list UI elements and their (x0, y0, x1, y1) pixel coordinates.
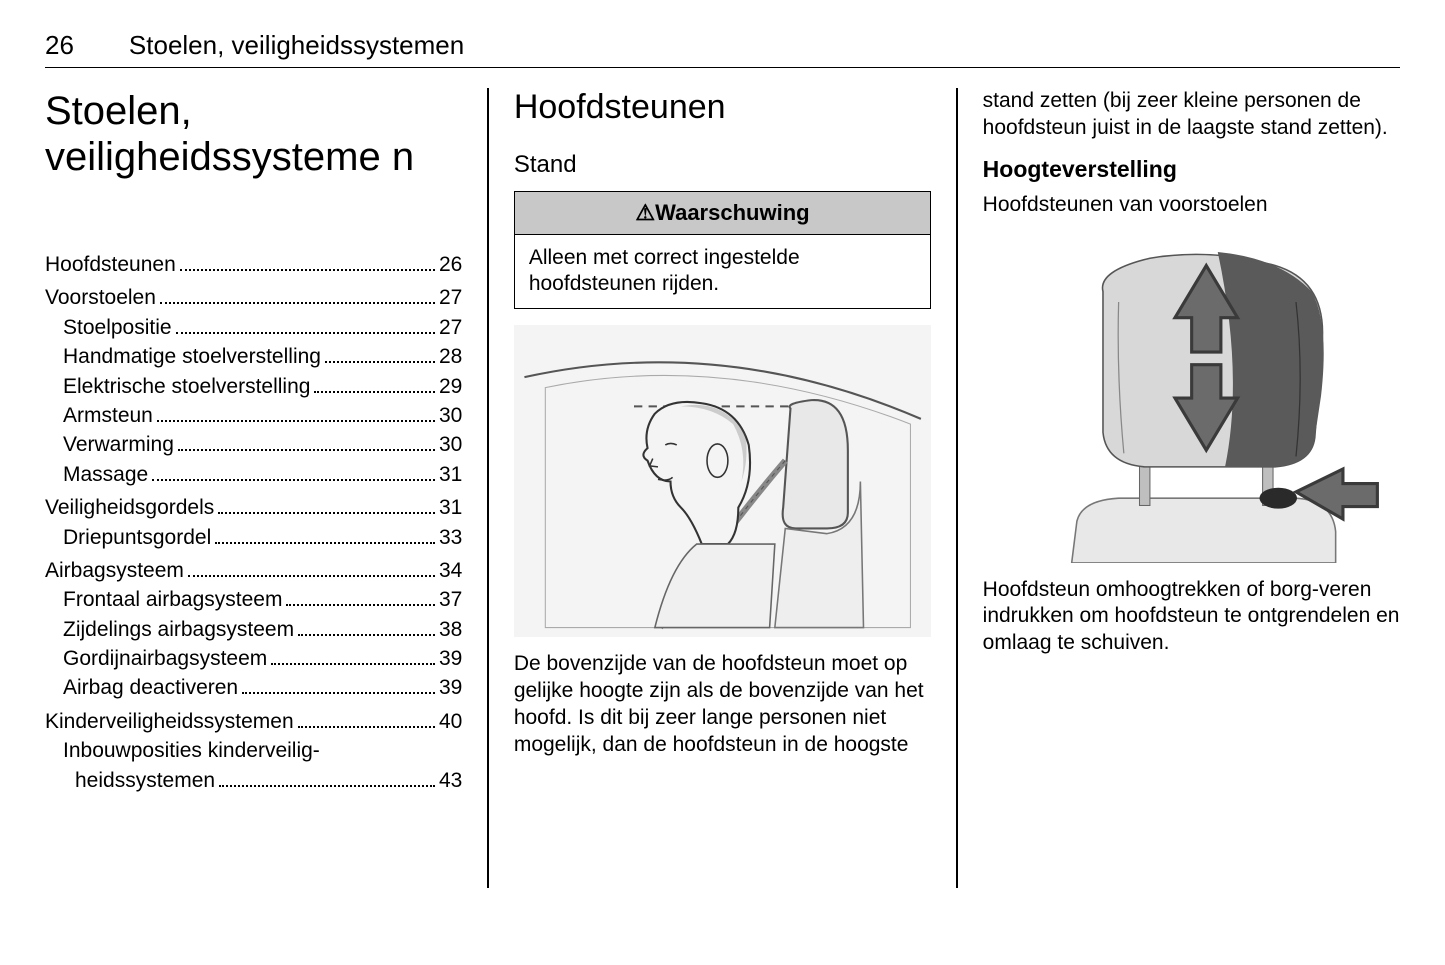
toc-leader-dots (176, 332, 435, 334)
toc-leader-dots (286, 604, 435, 606)
toc-label: heidssystemen (75, 766, 215, 795)
toc-page: 43 (439, 766, 462, 795)
body-text: stand zetten (bij zeer kleine personen d… (983, 88, 1400, 142)
toc-entry: Hoofdsteunen 26 (45, 250, 462, 279)
warning-box: ⚠Waarschuwing Alleen met correct ingeste… (514, 191, 931, 309)
toc-page: 31 (439, 493, 462, 522)
table-of-contents: Hoofdsteunen 26 Voorstoelen 27 Stoelpositie 2… (45, 250, 462, 736)
toc-label: Hoofdsteunen (45, 250, 176, 279)
warning-icon: ⚠ (635, 200, 655, 225)
toc-leader-dots (242, 692, 435, 694)
toc-page: 40 (439, 707, 462, 736)
toc-entry: Kinderveiligheidssystemen 40 (45, 707, 462, 736)
toc-page: 33 (439, 523, 462, 552)
column-divider (487, 88, 489, 888)
toc-page: 38 (439, 615, 462, 644)
toc-label: Verwarming (63, 430, 174, 459)
warning-body: Alleen met correct ingestelde hoofdsteun… (515, 235, 930, 308)
toc-page: 28 (439, 342, 462, 371)
chapter-title: Stoelen, veiligheidssystemen (129, 30, 464, 61)
figure-headrest-position (514, 325, 931, 638)
toc-leader-dots (325, 361, 435, 363)
toc-leader-dots (180, 269, 435, 271)
toc-entry: Driepuntsgordel 33 (45, 523, 462, 552)
main-title: Stoelen, veiligheidssysteme n (45, 88, 462, 180)
toc-entry-wrapped: Inbouwposities kinderveilig- heidssystem… (45, 736, 462, 795)
toc-entry: Airbagsysteem 34 (45, 556, 462, 585)
toc-entry: Frontaal airbagsysteem 37 (45, 585, 462, 614)
toc-label: Airbagsysteem (45, 556, 184, 585)
warning-header: ⚠Waarschuwing (515, 192, 930, 235)
section-title: Hoofdsteunen (514, 88, 931, 127)
toc-page: 27 (439, 283, 462, 312)
toc-entry: Verwarming 30 (45, 430, 462, 459)
toc-entry: Stoelpositie 27 (45, 313, 462, 342)
toc-label: Armsteun (63, 401, 153, 430)
toc-page: 30 (439, 401, 462, 430)
toc-page: 26 (439, 250, 462, 279)
toc-label: Zijdelings airbagsysteem (63, 615, 294, 644)
toc-page: 34 (439, 556, 462, 585)
figure-headrest-adjust (983, 229, 1400, 563)
toc-label: Veiligheidsgordels (45, 493, 214, 522)
toc-label: Voorstoelen (45, 283, 156, 312)
toc-leader-dots (298, 634, 435, 636)
toc-label: Airbag deactiveren (63, 673, 238, 702)
column-2: Hoofdsteunen Stand ⚠Waarschuwing Alleen … (494, 88, 951, 888)
toc-label: Frontaal airbagsysteem (63, 585, 282, 614)
toc-leader-dots (160, 302, 435, 304)
toc-entry: Veiligheidsgordels 31 (45, 493, 462, 522)
toc-entry: Handmatige stoelverstelling 28 (45, 342, 462, 371)
toc-page: 39 (439, 644, 462, 673)
toc-label: Massage (63, 460, 148, 489)
toc-leader-dots (188, 575, 435, 577)
toc-label: Handmatige stoelverstelling (63, 342, 321, 371)
toc-page: 27 (439, 313, 462, 342)
subsection-title: Hoogteverstelling (983, 156, 1400, 183)
toc-label: Gordijnairbagsysteem (63, 644, 267, 673)
toc-page: 37 (439, 585, 462, 614)
toc-label: Inbouwposities kinderveilig- (45, 736, 462, 765)
toc-entry: Airbag deactiveren 39 (45, 673, 462, 702)
toc-page: 29 (439, 372, 462, 401)
toc-leader-dots (178, 449, 435, 451)
toc-leader-dots (298, 726, 435, 728)
toc-label: Driepuntsgordel (63, 523, 211, 552)
toc-leader-dots (219, 785, 435, 787)
warning-title: Waarschuwing (655, 200, 809, 225)
toc-entry: Massage 31 (45, 460, 462, 489)
toc-leader-dots (271, 663, 435, 665)
sub-heading-text: Hoofdsteunen van voorstoelen (983, 193, 1400, 217)
toc-leader-dots (314, 391, 435, 393)
column-divider (956, 88, 958, 888)
subsection-title: Stand (514, 151, 931, 179)
body-text: Hoofdsteun omhoogtrekken of borg-veren i… (983, 577, 1400, 658)
toc-page: 39 (439, 673, 462, 702)
body-text: De bovenzijde van de hoofdsteun moet op … (514, 651, 931, 759)
content-columns: Stoelen, veiligheidssysteme n Hoofdsteun… (45, 88, 1400, 888)
toc-leader-dots (157, 420, 435, 422)
toc-entry: Elektrische stoelverstelling 29 (45, 372, 462, 401)
column-1: Stoelen, veiligheidssysteme n Hoofdsteun… (45, 88, 482, 888)
toc-entry: Gordijnairbagsysteem 39 (45, 644, 462, 673)
toc-label: Stoelpositie (63, 313, 172, 342)
toc-leader-dots (152, 479, 435, 481)
toc-entry: Voorstoelen 27 (45, 283, 462, 312)
toc-entry: Zijdelings airbagsysteem 38 (45, 615, 462, 644)
page-header: 26 Stoelen, veiligheidssystemen (45, 30, 1400, 68)
toc-page: 31 (439, 460, 462, 489)
toc-leader-dots (215, 542, 435, 544)
page-number: 26 (45, 30, 74, 61)
column-3: stand zetten (bij zeer kleine personen d… (963, 88, 1400, 888)
toc-label: Elektrische stoelverstelling (63, 372, 310, 401)
toc-page: 30 (439, 430, 462, 459)
toc-label: Kinderveiligheidssystemen (45, 707, 294, 736)
toc-entry: Armsteun 30 (45, 401, 462, 430)
toc-leader-dots (218, 512, 435, 514)
